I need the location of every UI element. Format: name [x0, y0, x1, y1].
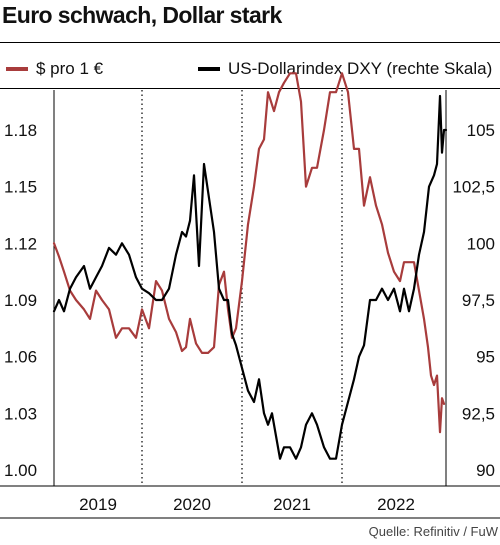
y-left-tick-label: 1.09: [4, 291, 37, 310]
chart-title: Euro schwach, Dollar stark: [2, 2, 282, 28]
title-rule: [0, 42, 500, 43]
legend-dxy-swatch: [198, 67, 220, 71]
legend-rule: [0, 88, 500, 89]
y-left-tick-label: 1.15: [4, 178, 37, 197]
y-right-tick-label: 105: [467, 121, 495, 140]
x-tick-label: 2019: [79, 495, 117, 514]
x-tick-label: 2020: [173, 495, 211, 514]
y-right-tick-label: 95: [476, 348, 495, 367]
y-left-tick-label: 1.06: [4, 348, 37, 367]
y-left-tick-label: 1.03: [4, 404, 37, 423]
legend-eurusd-swatch: [6, 67, 28, 71]
x-tick-label: 2021: [273, 495, 311, 514]
legend-eurusd: $ pro 1 €: [6, 58, 103, 80]
y-right-tick-label: 100: [467, 234, 495, 253]
y-right-tick-label: 90: [476, 461, 495, 480]
y-right-tick-label: 102,5: [452, 178, 495, 197]
legend-eurusd-label: $ pro 1 €: [36, 59, 104, 78]
series-line-dxy: [52, 94, 448, 460]
y-left-tick-label: 1.18: [4, 121, 37, 140]
y-right-tick-label: 92,5: [462, 404, 495, 423]
y-right-tick-label: 97,5: [462, 291, 495, 310]
y-left-tick-label: 1.00: [4, 461, 37, 480]
series-line-eurusd: [52, 72, 446, 434]
source-note: Quelle: Refinitiv / FuW: [368, 524, 498, 539]
x-tick-label: 2022: [377, 495, 415, 514]
y-left-tick-label: 1.12: [4, 234, 37, 253]
